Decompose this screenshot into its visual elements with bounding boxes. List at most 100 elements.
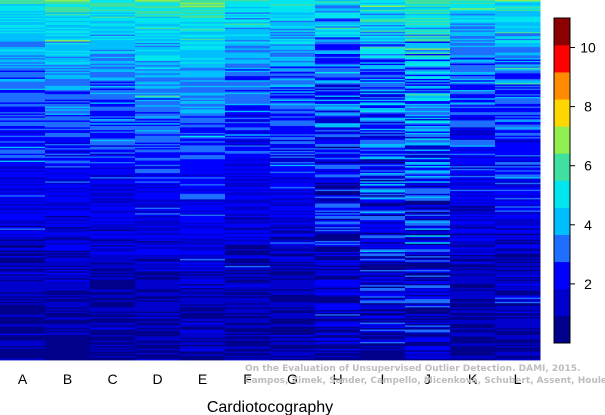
- heatmap-cell: [360, 92, 406, 95]
- heatmap-cell: [90, 283, 136, 286]
- heatmap-cell: [270, 286, 316, 289]
- heatmap-cell: [270, 8, 316, 11]
- heatmap-cell: [45, 18, 91, 20]
- heatmap-cell: [315, 256, 361, 258]
- heatmap-cell: [45, 157, 91, 160]
- heatmap-cell: [225, 141, 271, 144]
- heatmap-cell: [270, 195, 316, 198]
- heatmap-cell: [180, 138, 226, 141]
- heatmap-cell: [315, 121, 361, 124]
- heatmap-cell: [90, 132, 136, 135]
- heatmap-cell: [180, 67, 226, 70]
- heatmap-cell: [0, 220, 46, 222]
- heatmap-cell: [315, 279, 361, 282]
- heatmap-cell: [495, 41, 541, 44]
- heatmap-cell: [225, 138, 271, 141]
- heatmap-cell: [180, 69, 226, 72]
- heatmap-cell: [450, 342, 496, 344]
- heatmap-cell: [90, 167, 136, 170]
- heatmap-cell: [180, 106, 226, 109]
- heatmap-cell: [90, 306, 136, 308]
- heatmap-cell: [135, 94, 181, 96]
- heatmap-cell: [405, 145, 451, 148]
- heatmap-cell: [495, 289, 541, 292]
- heatmap-cell: [270, 303, 316, 306]
- heatmap-cell: [135, 112, 181, 114]
- heatmap-cell: [90, 311, 136, 314]
- heatmap-cell: [225, 38, 271, 41]
- heatmap-cell: [90, 8, 136, 11]
- heatmap-cell: [180, 196, 226, 199]
- heatmap-cell: [0, 70, 46, 73]
- heatmap-cell: [135, 346, 181, 348]
- heatmap-cell: [0, 193, 46, 196]
- heatmap-cell: [450, 192, 496, 195]
- heatmap-cell: [135, 59, 181, 62]
- heatmap-cell: [0, 26, 46, 29]
- heatmap-cell: [315, 23, 361, 26]
- heatmap-cell: [135, 67, 181, 70]
- heatmap-cell: [405, 11, 451, 13]
- heatmap-cell: [405, 217, 451, 220]
- heatmap-cell: [135, 16, 181, 19]
- heatmap-cell: [450, 322, 496, 325]
- heatmap-cell: [360, 307, 406, 310]
- heatmap-cell: [270, 37, 316, 40]
- heatmap-cell: [225, 15, 271, 18]
- heatmap-cell: [495, 328, 541, 330]
- heatmap-cell: [405, 324, 451, 326]
- heatmap-cell: [225, 81, 271, 84]
- heatmap-cell: [0, 299, 46, 301]
- heatmap-cell: [45, 15, 91, 18]
- heatmap-cell: [180, 311, 226, 314]
- heatmap-cell: [135, 152, 181, 155]
- heatmap-cell: [405, 239, 451, 242]
- heatmap-cell: [450, 355, 496, 358]
- heatmap-cell: [405, 128, 451, 131]
- heatmap-cell: [495, 108, 541, 110]
- heatmap-cell: [135, 70, 181, 73]
- heatmap-cell: [90, 99, 136, 102]
- heatmap-cell: [90, 199, 136, 202]
- heatmap-cell: [45, 109, 91, 112]
- heatmap-cell: [0, 91, 46, 94]
- x-tick-label: L: [514, 371, 522, 387]
- heatmap-cell: [270, 137, 316, 139]
- heatmap-cell: [90, 333, 136, 336]
- heatmap-cell: [360, 184, 406, 186]
- heatmap-cell: [450, 358, 496, 361]
- heatmap-cell: [495, 152, 541, 155]
- heatmap-cell: [405, 346, 451, 348]
- heatmap-cell: [315, 202, 361, 204]
- heatmap-cell: [405, 85, 451, 88]
- heatmap-cell: [315, 191, 361, 193]
- heatmap-cell: [45, 344, 91, 347]
- heatmap-cell: [180, 20, 226, 23]
- heatmap-cell: [135, 56, 181, 59]
- heatmap-cell: [360, 34, 406, 37]
- heatmap-cell: [450, 177, 496, 180]
- heatmap-cell: [90, 250, 136, 253]
- heatmap-cell: [45, 134, 91, 137]
- heatmap-cell: [315, 128, 361, 131]
- heatmap-cell: [135, 258, 181, 261]
- heatmap-cell: [0, 247, 46, 250]
- heatmap-cell: [405, 173, 451, 175]
- heatmap-cell: [225, 47, 271, 49]
- heatmap-cell: [315, 105, 361, 108]
- heatmap-cell: [225, 333, 271, 336]
- heatmap-cell: [405, 91, 451, 94]
- heatmap-cell: [315, 234, 361, 236]
- heatmap-cell: [360, 318, 406, 321]
- heatmap-cell: [225, 37, 271, 40]
- heatmap-cell: [270, 199, 316, 202]
- heatmap-cell: [225, 314, 271, 317]
- heatmap-cell: [450, 261, 496, 264]
- heatmap-cell: [180, 185, 226, 188]
- heatmap-cell: [360, 351, 406, 354]
- heatmap-cell: [405, 69, 451, 72]
- heatmap-cell: [135, 207, 181, 210]
- heatmap-cell: [225, 20, 271, 23]
- heatmap-cell: [405, 306, 451, 308]
- heatmap-cell: [450, 131, 496, 134]
